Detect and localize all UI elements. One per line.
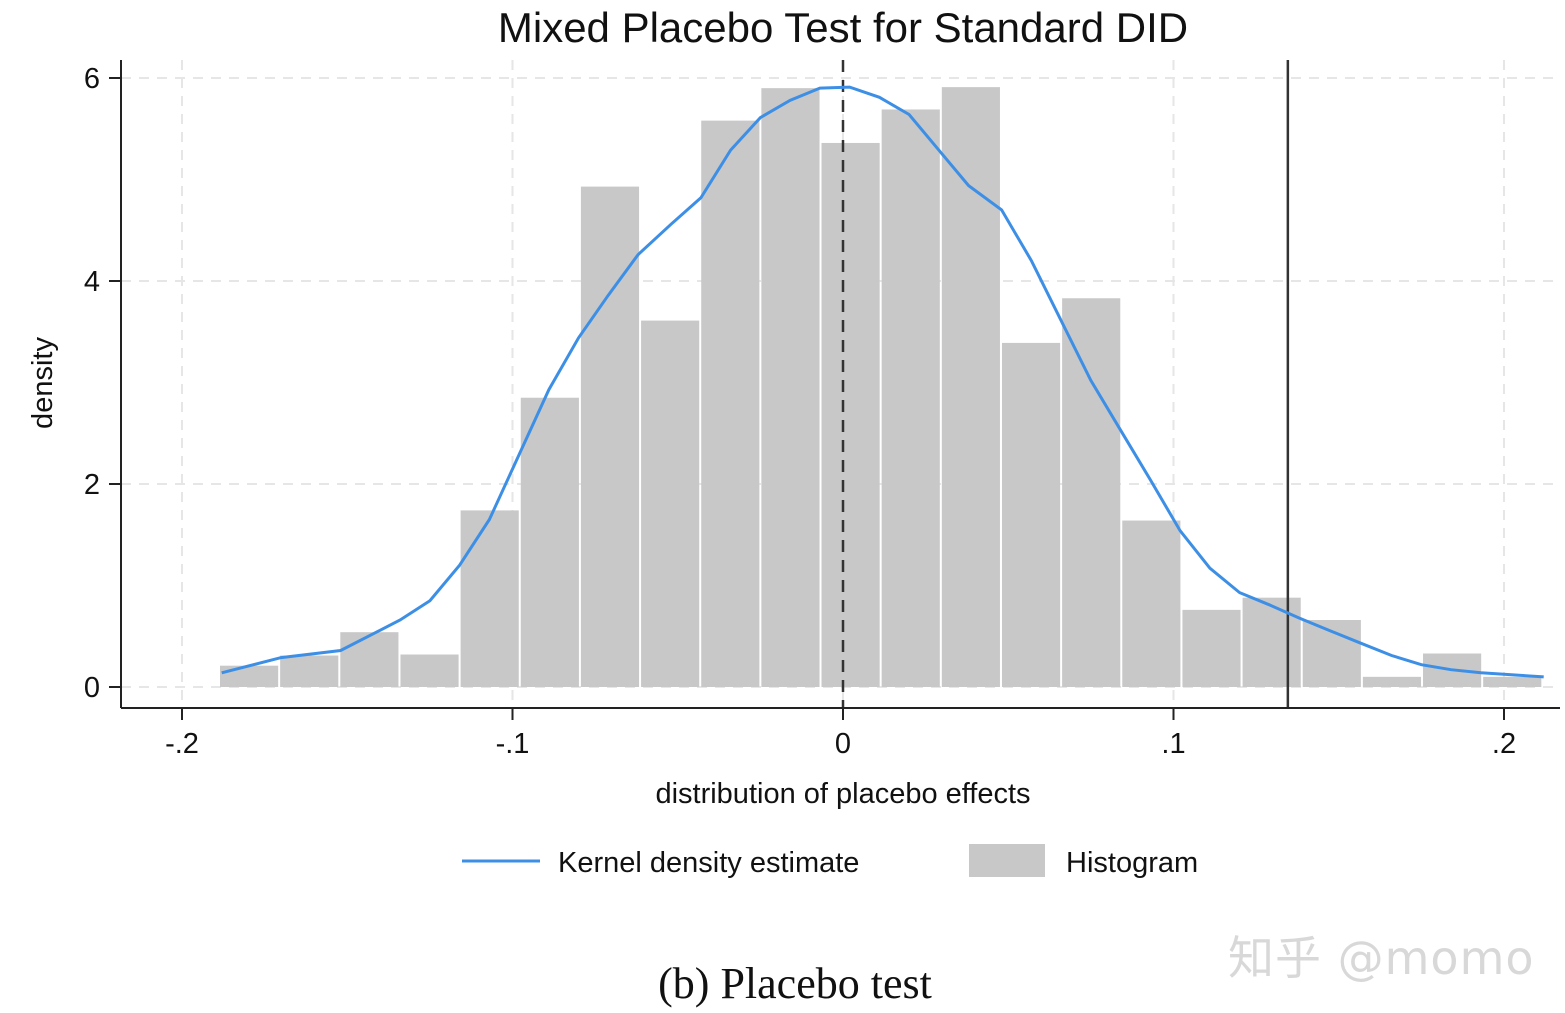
histogram-bar	[400, 654, 459, 687]
histogram-bars	[220, 87, 1542, 688]
x-tick-label: 0	[835, 728, 851, 760]
histogram-bar	[1182, 609, 1241, 687]
histogram-bar	[1483, 676, 1542, 687]
kde-line	[221, 85, 1544, 679]
legend: Kernel density estimate Histogram	[462, 844, 1198, 879]
histogram-bar	[460, 510, 519, 687]
histogram-bar	[520, 397, 579, 687]
y-tick-label: 0	[84, 672, 100, 704]
histogram-bar	[701, 120, 760, 687]
y-axis-label: density	[27, 337, 59, 429]
x-tick-label: -.1	[496, 728, 530, 760]
histogram-bar	[280, 655, 339, 687]
histogram-bar	[340, 632, 399, 687]
histogram-bar	[580, 186, 640, 688]
legend-histogram-swatch	[969, 844, 1045, 877]
y-tick-label: 6	[84, 63, 100, 95]
axes: -.2 -.1 0 .1 .2 0 2 4 6	[84, 60, 1560, 760]
histogram-bar	[641, 320, 700, 687]
histogram-bar	[761, 88, 820, 687]
y-tick-label: 4	[84, 266, 100, 298]
watermark: 知乎 @momo	[1228, 931, 1535, 985]
y-tick-label: 2	[84, 469, 100, 501]
placebo-chart: -.2 -.1 0 .1 .2 0 2 4 6 Mixed Placebo Test for S…	[27, 4, 1560, 879]
figure-caption: (b) Placebo test	[658, 959, 932, 1008]
histogram-bar	[1062, 298, 1121, 687]
legend-histogram-label: Histogram	[1066, 847, 1198, 879]
reference-lines	[841, 60, 1290, 708]
histogram-bar	[220, 665, 279, 687]
histogram-bar	[941, 87, 1000, 687]
x-tick-label: .1	[1161, 728, 1185, 760]
chart-title: Mixed Placebo Test for Standard DID	[498, 4, 1188, 51]
histogram-bar	[1001, 342, 1061, 687]
x-axis-label: distribution of placebo effects	[655, 778, 1030, 810]
histogram-bar	[1242, 597, 1301, 687]
histogram-bar	[881, 109, 940, 688]
legend-kde-label: Kernel density estimate	[558, 847, 859, 879]
histogram-bar	[1122, 520, 1181, 687]
histogram-bar	[821, 142, 880, 687]
histogram-bar	[1362, 676, 1422, 687]
x-tick-label: -.2	[165, 728, 199, 760]
x-tick-label: .2	[1492, 728, 1516, 760]
